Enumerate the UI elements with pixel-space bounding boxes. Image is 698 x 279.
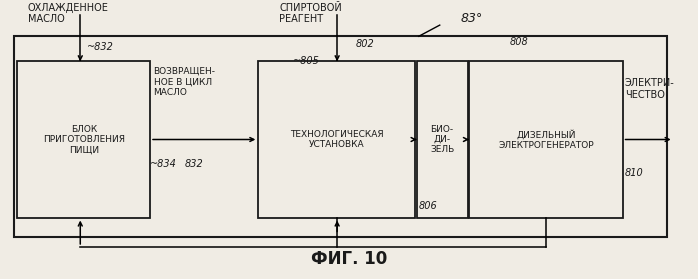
Bar (14, 36, 667, 237)
Text: ФИГ. 10: ФИГ. 10 (311, 250, 387, 268)
Text: СПИРТОВОЙ
РЕАГЕНТ: СПИРТОВОЙ РЕАГЕНТ (279, 3, 342, 24)
Text: ОХЛАЖДЕННОЕ
МАСЛО: ОХЛАЖДЕННОЕ МАСЛО (28, 3, 109, 25)
Bar (258, 61, 415, 218)
Text: ТЕХНОЛОГИЧЕСКАЯ
УСТАНОВКА: ТЕХНОЛОГИЧЕСКАЯ УСТАНОВКА (290, 130, 384, 149)
Text: ЭЛЕКТРИ-
ЧЕСТВО: ЭЛЕКТРИ- ЧЕСТВО (625, 78, 674, 100)
Text: ДИЗЕЛЬНЫЙ
ЭЛЕКТРОГЕНЕРАТОР: ДИЗЕЛЬНЫЙ ЭЛЕКТРОГЕНЕРАТОР (498, 129, 593, 150)
Text: 808: 808 (510, 37, 528, 47)
Text: ВОЗВРАЩЕН-
НОЕ В ЦИКЛ
МАСЛО: ВОЗВРАЩЕН- НОЕ В ЦИКЛ МАСЛО (154, 67, 216, 97)
Text: ~805: ~805 (293, 56, 320, 66)
Text: ~834: ~834 (150, 159, 177, 169)
Text: БИО-
ДИ-
ЗЕЛЬ: БИО- ДИ- ЗЕЛЬ (430, 125, 454, 154)
Text: 806: 806 (419, 201, 438, 211)
Text: ~832: ~832 (87, 42, 114, 52)
Text: 832: 832 (185, 159, 204, 169)
Bar (469, 61, 623, 218)
Text: 810: 810 (625, 168, 644, 178)
Bar (417, 61, 468, 218)
Text: 802: 802 (356, 39, 375, 49)
Bar (17, 61, 150, 218)
Text: 83°: 83° (461, 12, 483, 25)
Text: БЛОК
ПРИГОТОВЛЕНИЯ
ПИЩИ: БЛОК ПРИГОТОВЛЕНИЯ ПИЩИ (43, 125, 125, 154)
